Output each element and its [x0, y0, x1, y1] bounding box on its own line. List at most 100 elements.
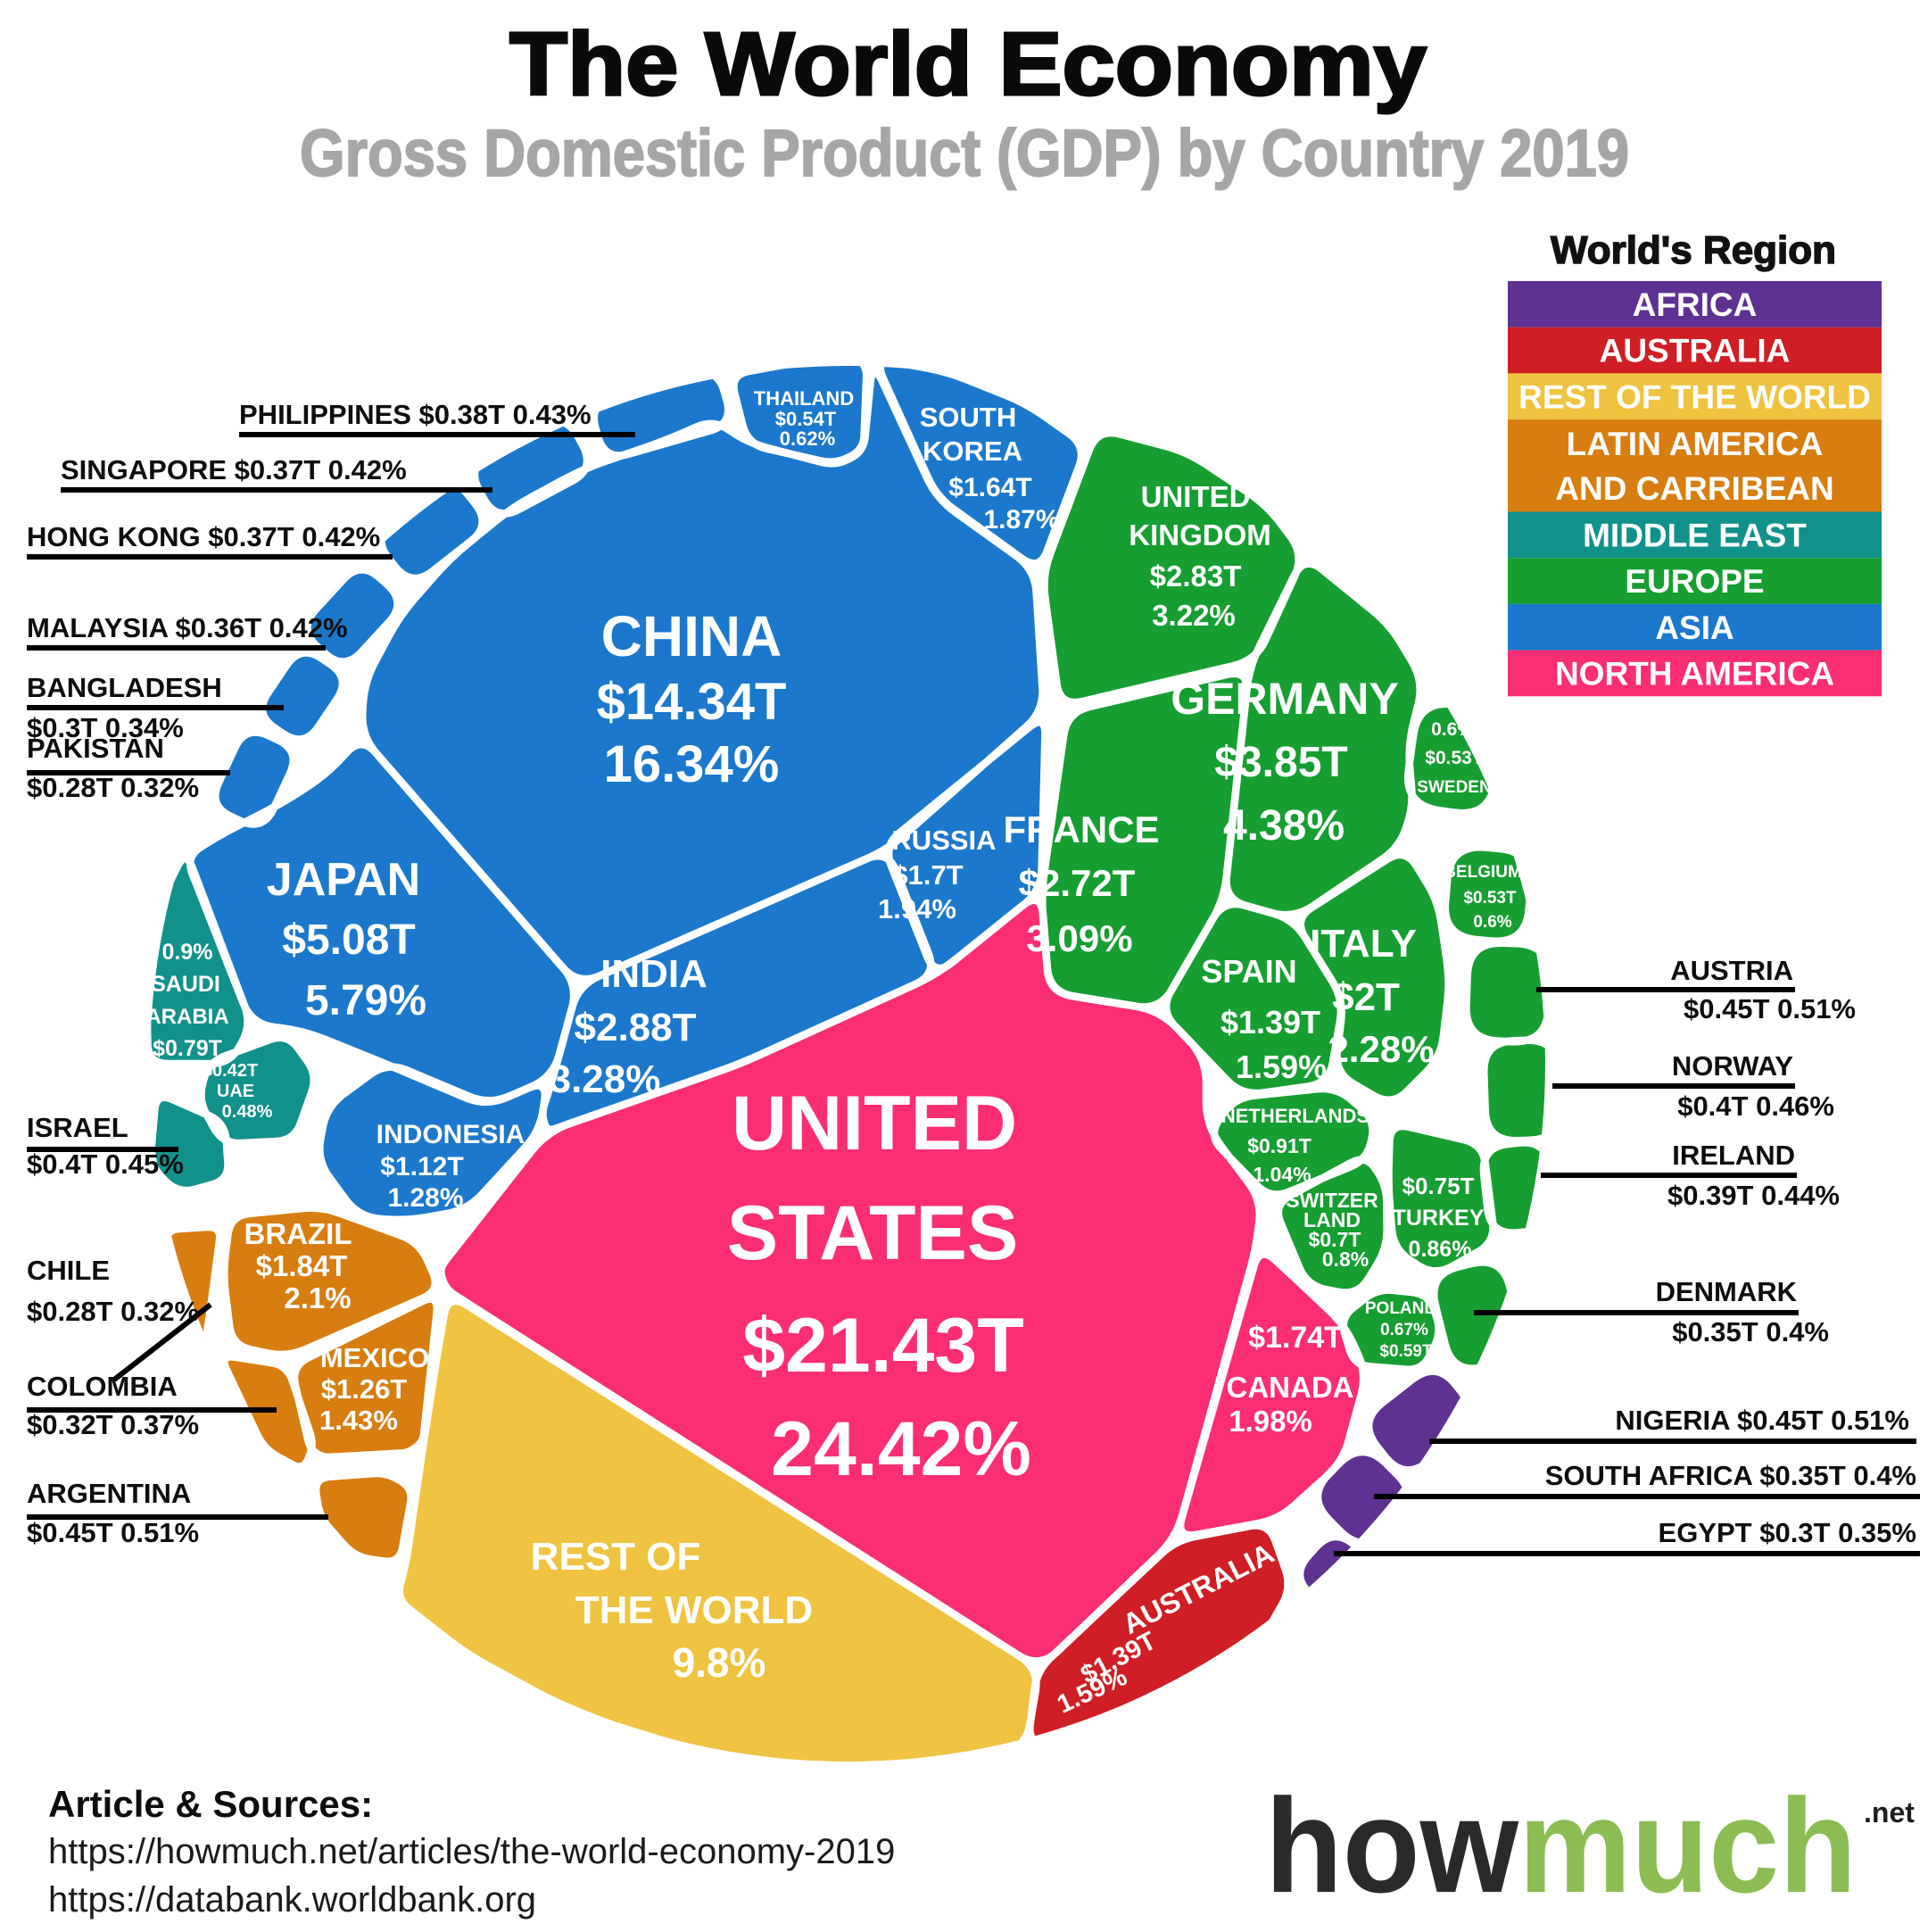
svg-text:1.04%: 1.04% [1253, 1163, 1311, 1186]
svg-text:BELGIUM: BELGIUM [1444, 863, 1522, 882]
svg-text:UNITED: UNITED [1141, 480, 1251, 513]
svg-text:$2.88T: $2.88T [575, 1006, 697, 1049]
svg-text:DENMARK: DENMARK [1656, 1276, 1798, 1307]
svg-text:The World Economy: The World Economy [509, 14, 1427, 114]
svg-text:1.94%: 1.94% [878, 893, 956, 925]
svg-text:1.28%: 1.28% [387, 1183, 463, 1213]
svg-text:TURKEY: TURKEY [1393, 1206, 1485, 1231]
svg-text:$0.91T: $0.91T [1247, 1134, 1312, 1157]
svg-text:INDONESIA: INDONESIA [376, 1120, 525, 1149]
svg-text:https://howmuch.net/articles/t: https://howmuch.net/articles/the-world-e… [48, 1832, 895, 1871]
svg-text:$21.43T: $21.43T [742, 1303, 1024, 1389]
svg-text:Article & Sources:: Article & Sources: [48, 1783, 373, 1825]
svg-text:SWITZER: SWITZER [1286, 1189, 1378, 1212]
svg-text:EUROPE: EUROPE [1625, 563, 1764, 600]
svg-text:AFRICA: AFRICA [1633, 286, 1758, 323]
svg-text:REST OF THE WORLD: REST OF THE WORLD [1518, 378, 1871, 415]
svg-text:$3.85T: $3.85T [1214, 739, 1347, 786]
svg-text:$5.08T: $5.08T [282, 916, 415, 964]
svg-text:$0.59T: $0.59T [1379, 1342, 1433, 1361]
svg-text:ISRAEL: ISRAEL [27, 1112, 128, 1143]
svg-text:$0.4T 0.46%: $0.4T 0.46% [1677, 1090, 1834, 1122]
svg-text:0.9%: 0.9% [162, 940, 213, 965]
svg-text:AUSTRIA: AUSTRIA [1670, 955, 1793, 986]
svg-text:$0.39T 0.44%: $0.39T 0.44% [1667, 1180, 1840, 1211]
svg-text:KOREA: KOREA [923, 435, 1022, 467]
svg-text:Gross Domestic Product (GDP) b: Gross Domestic Product (GDP) by Country … [300, 116, 1629, 190]
svg-text:3.28%: 3.28% [550, 1057, 661, 1101]
svg-text:0.67%: 0.67% [1380, 1321, 1428, 1339]
svg-text:$1.12T: $1.12T [380, 1152, 463, 1182]
svg-text:3.22%: 3.22% [1152, 599, 1236, 632]
svg-text:2.1%: 2.1% [284, 1281, 351, 1314]
svg-text:JAPAN: JAPAN [267, 854, 420, 906]
svg-text:$1.26T: $1.26T [321, 1373, 408, 1405]
svg-text:NORWAY: NORWAY [1672, 1050, 1793, 1082]
svg-text:$0.32T 0.37%: $0.32T 0.37% [27, 1409, 199, 1440]
svg-text:$0.35T 0.4%: $0.35T 0.4% [1672, 1316, 1829, 1347]
svg-text:howmuch: howmuch [1265, 1770, 1857, 1920]
svg-text:AUSTRALIA: AUSTRALIA [1600, 333, 1791, 369]
svg-text:MIDDLE EAST: MIDDLE EAST [1583, 517, 1807, 553]
svg-text:$1.64T: $1.64T [948, 473, 1031, 502]
svg-text:$0.28T 0.32%: $0.28T 0.32% [27, 772, 199, 803]
svg-text:0.6%: 0.6% [1431, 719, 1474, 740]
svg-text:STATES: STATES [727, 1190, 1019, 1276]
svg-text:SOUTH: SOUTH [920, 402, 1017, 433]
svg-text:ARGENTINA: ARGENTINA [27, 1478, 191, 1509]
svg-text:1.87%: 1.87% [983, 505, 1059, 535]
svg-text:$2.72T: $2.72T [1019, 862, 1136, 904]
svg-text:0.48%: 0.48% [222, 1102, 273, 1122]
svg-text:INDIA: INDIA [600, 952, 707, 996]
svg-text:$0.75T: $0.75T [1403, 1173, 1475, 1199]
svg-text:CHILE: CHILE [27, 1255, 110, 1286]
svg-text:CANADA: CANADA [1227, 1371, 1354, 1404]
svg-text:KINGDOM: KINGDOM [1129, 518, 1271, 551]
svg-text:https://databank.worldbank.org: https://databank.worldbank.org [48, 1880, 536, 1920]
svg-text:$1.84T: $1.84T [256, 1249, 348, 1282]
svg-text:16.34%: 16.34% [604, 735, 780, 793]
svg-text:$1.74T: $1.74T [1248, 1321, 1343, 1355]
svg-text:MALAYSIA $0.36T 0.42%: MALAYSIA $0.36T 0.42% [27, 612, 348, 643]
svg-text:UNITED: UNITED [732, 1081, 1017, 1166]
svg-text:ARABIA: ARABIA [145, 1005, 228, 1029]
svg-text:GERMANY: GERMANY [1171, 674, 1399, 724]
svg-text:1.43%: 1.43% [319, 1405, 398, 1436]
svg-text:$0.42T: $0.42T [203, 1061, 258, 1081]
svg-text:$2T: $2T [1332, 975, 1400, 1019]
svg-text:3.09%: 3.09% [1026, 917, 1132, 959]
svg-text:BRAZIL: BRAZIL [244, 1217, 352, 1250]
svg-text:$0.45T 0.51%: $0.45T 0.51% [27, 1517, 199, 1548]
svg-text:$14.34T: $14.34T [597, 673, 787, 731]
svg-text:CHINA: CHINA [601, 604, 782, 668]
svg-text:$0.28T 0.32%: $0.28T 0.32% [27, 1296, 199, 1327]
svg-text:24.42%: 24.42% [771, 1406, 1031, 1492]
svg-text:NETHERLANDS: NETHERLANDS [1221, 1105, 1369, 1127]
svg-text:2.28%: 2.28% [1328, 1028, 1434, 1070]
svg-text:HONG KONG $0.37T 0.42%: HONG KONG $0.37T 0.42% [27, 521, 380, 552]
svg-text:NORTH AMERICA: NORTH AMERICA [1555, 655, 1834, 692]
svg-text:9.8%: 9.8% [673, 1639, 766, 1686]
svg-text:IRELAND: IRELAND [1672, 1140, 1795, 1171]
svg-text:SWEDEN: SWEDEN [1417, 778, 1491, 797]
svg-text:$0.7T: $0.7T [1309, 1228, 1361, 1251]
svg-text:SAUDI: SAUDI [151, 972, 220, 997]
svg-text:.net: .net [1864, 1796, 1915, 1828]
svg-text:0.8%: 0.8% [1322, 1248, 1369, 1271]
svg-text:SPAIN: SPAIN [1201, 953, 1296, 990]
svg-text:EGYPT $0.3T 0.35%: EGYPT $0.3T 0.35% [1659, 1517, 1916, 1548]
svg-text:$1.39T: $1.39T [1221, 1004, 1320, 1041]
svg-text:UAE: UAE [217, 1082, 254, 1101]
svg-text:MEXICO: MEXICO [320, 1342, 429, 1373]
svg-text:$0.45T 0.51%: $0.45T 0.51% [1684, 993, 1856, 1024]
svg-text:1.98%: 1.98% [1229, 1405, 1312, 1438]
svg-text:FRANCE: FRANCE [1004, 808, 1160, 850]
svg-text:$0.79T: $0.79T [153, 1036, 222, 1061]
svg-text:ITALY: ITALY [1310, 922, 1417, 966]
svg-text:AND CARRIBEAN: AND CARRIBEAN [1555, 470, 1833, 507]
svg-text:$0.53T: $0.53T [1425, 748, 1484, 768]
svg-text:$0.3T 0.34%: $0.3T 0.34% [27, 712, 184, 743]
svg-text:$2.83T: $2.83T [1150, 560, 1242, 593]
svg-text:COLOMBIA: COLOMBIA [27, 1371, 178, 1402]
svg-text:RUSSIA: RUSSIA [891, 825, 996, 856]
